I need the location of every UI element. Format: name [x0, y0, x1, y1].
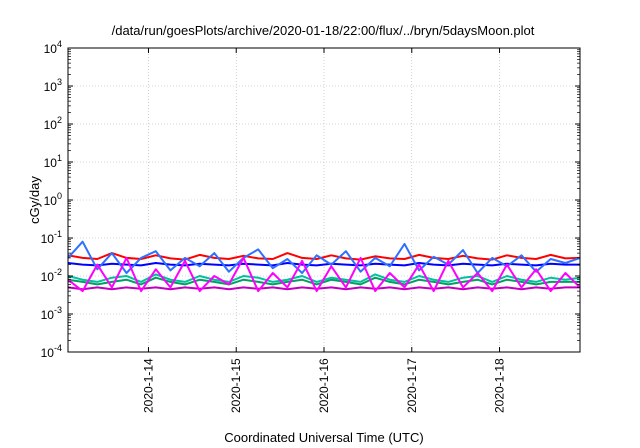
x-tick-label: 2020-1-18 — [493, 358, 507, 413]
x-tick-label: 2020-1-17 — [405, 358, 419, 413]
series-layer — [67, 240, 581, 293]
y-tick-label: 104 — [44, 39, 62, 56]
chart-title: /data/run/goesPlots/archive/2020-01-18/2… — [112, 23, 535, 38]
y-tick-label: 103 — [44, 77, 62, 94]
y-tick-label: 10-4 — [41, 343, 62, 360]
series-line-3 — [67, 240, 581, 274]
y-tick-label: 100 — [44, 191, 62, 208]
y-axis-label: cGy/day — [27, 176, 42, 224]
series-line-6 — [67, 286, 580, 291]
grid — [68, 48, 580, 352]
y-tick-label: 10-3 — [41, 305, 62, 322]
y-tick-label: 10-2 — [41, 267, 62, 284]
x-tick-label: 2020-1-14 — [141, 358, 155, 413]
x-tick-label: 2020-1-15 — [229, 358, 243, 413]
series-line-2 — [67, 262, 580, 267]
x-axis-label: Coordinated Universal Time (UTC) — [224, 430, 423, 445]
y-tick-label: 10-1 — [41, 229, 62, 246]
x-axis: 2020-1-14 2020-1-15 2020-1-16 2020-1-17 2020… — [141, 48, 507, 413]
series-line-4 — [67, 276, 580, 286]
x-tick-label: 2020-1-16 — [317, 358, 331, 413]
y-tick-label: 101 — [44, 153, 62, 170]
y-tick-label: 102 — [44, 115, 62, 132]
y-axis: 10-4 10-3 10-2 10-1 100 101 102 103 104 — [41, 39, 580, 360]
series-line-7 — [67, 256, 581, 293]
